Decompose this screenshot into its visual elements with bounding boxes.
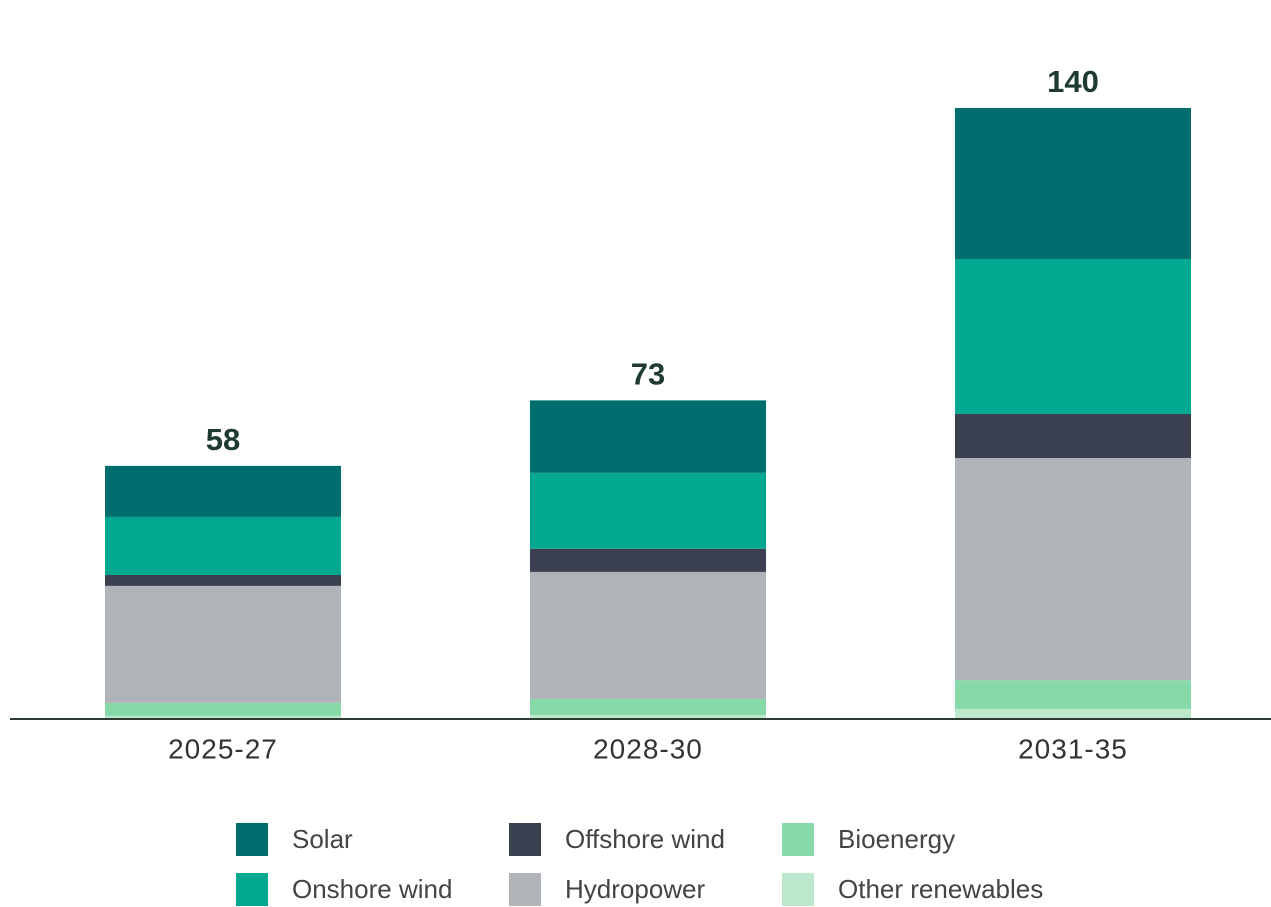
bar-segment bbox=[530, 548, 766, 572]
legend-label: Other renewables bbox=[838, 874, 1043, 904]
legend-swatch bbox=[236, 823, 268, 856]
bar-segment bbox=[105, 516, 341, 575]
bar-segment bbox=[955, 259, 1191, 414]
legend-swatch bbox=[509, 873, 541, 906]
legend-swatch bbox=[236, 873, 268, 906]
x-tick-label: 2028-30 bbox=[593, 733, 703, 764]
bar-segment bbox=[530, 400, 766, 473]
legend-swatch bbox=[782, 823, 814, 856]
bar-segment bbox=[105, 574, 341, 586]
bar-segment bbox=[530, 698, 766, 716]
bar-segment bbox=[105, 715, 341, 719]
total-label: 73 bbox=[631, 357, 665, 392]
bar-segment bbox=[105, 702, 341, 716]
total-label: 58 bbox=[206, 422, 240, 457]
legend-label: Bioenergy bbox=[838, 824, 955, 854]
bar-segment bbox=[105, 585, 341, 703]
bar-segment bbox=[955, 680, 1191, 709]
legend-swatch bbox=[509, 823, 541, 856]
total-label: 140 bbox=[1047, 64, 1099, 99]
bar-segment bbox=[530, 715, 766, 719]
bar-segment bbox=[105, 465, 341, 517]
x-tick-label: 2025-27 bbox=[168, 733, 278, 764]
bar-segment bbox=[530, 571, 766, 699]
bar-segment bbox=[530, 472, 766, 549]
legend-label: Solar bbox=[292, 824, 353, 854]
legend-label: Onshore wind bbox=[292, 874, 452, 904]
x-tick-label: 2031-35 bbox=[1018, 733, 1128, 764]
bar-segment bbox=[955, 413, 1191, 459]
legend-swatch bbox=[782, 873, 814, 906]
legend-label: Offshore wind bbox=[565, 824, 725, 854]
bar-segment bbox=[955, 108, 1191, 260]
bar-segment bbox=[955, 708, 1191, 719]
bar-segment bbox=[955, 458, 1191, 681]
legend-label: Hydropower bbox=[565, 874, 706, 904]
